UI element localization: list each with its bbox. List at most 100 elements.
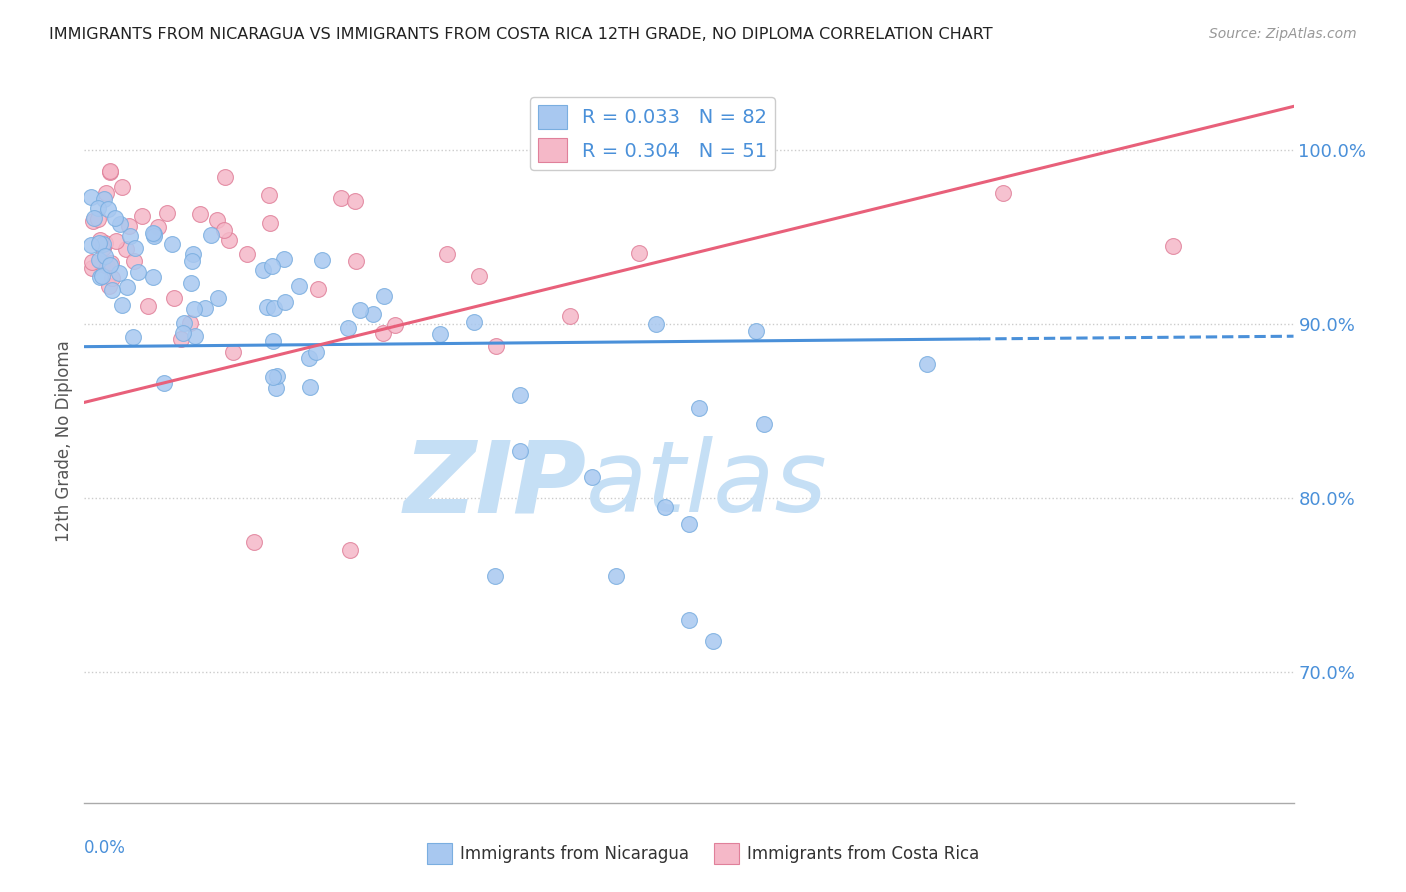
Point xyxy=(98,258,121,272)
Point xyxy=(218,233,240,247)
Point xyxy=(305,345,328,359)
Point xyxy=(111,298,134,312)
Legend: R = 0.033   N = 82, R = 0.304   N = 51: R = 0.033 N = 82, R = 0.304 N = 51 xyxy=(530,97,775,170)
Point xyxy=(153,376,176,391)
Point xyxy=(654,500,676,514)
Point xyxy=(122,253,145,268)
Point xyxy=(344,253,367,268)
Point xyxy=(89,233,111,247)
Point xyxy=(100,271,122,285)
Point xyxy=(222,345,245,359)
Point xyxy=(429,326,451,341)
Point xyxy=(124,241,146,255)
Point xyxy=(87,252,110,267)
Point xyxy=(257,188,280,202)
Point xyxy=(336,320,359,334)
Point xyxy=(287,278,309,293)
Point xyxy=(96,259,118,273)
Point xyxy=(91,269,114,284)
Point xyxy=(263,301,285,315)
Point xyxy=(993,186,1015,201)
Point xyxy=(373,326,395,340)
Point xyxy=(97,278,120,293)
Point xyxy=(89,269,111,284)
Text: IMMIGRANTS FROM NICARAGUA VS IMMIGRANTS FROM COSTA RICA 12TH GRADE, NO DIPLOMA C: IMMIGRANTS FROM NICARAGUA VS IMMIGRANTS … xyxy=(49,27,993,42)
Point xyxy=(644,317,666,331)
Point xyxy=(97,202,120,216)
Point xyxy=(183,301,205,316)
Point xyxy=(87,235,110,250)
Point xyxy=(94,186,117,200)
Point xyxy=(384,318,406,332)
Point xyxy=(141,227,163,241)
Point xyxy=(688,401,710,415)
Point xyxy=(558,309,581,323)
Point xyxy=(266,369,288,384)
Y-axis label: 12th Grade, No Diploma: 12th Grade, No Diploma xyxy=(55,341,73,542)
Point xyxy=(79,238,101,252)
Point xyxy=(298,380,321,394)
Point xyxy=(188,207,211,221)
Point xyxy=(262,370,284,384)
Point xyxy=(463,315,485,329)
Point xyxy=(485,339,508,353)
Point xyxy=(509,388,531,402)
Point xyxy=(141,270,163,285)
Point xyxy=(115,280,138,294)
Point xyxy=(79,190,101,204)
Point xyxy=(373,289,395,303)
Text: 0.0%: 0.0% xyxy=(84,838,127,857)
Point xyxy=(311,252,333,267)
Point xyxy=(93,249,115,263)
Point xyxy=(274,295,297,310)
Point xyxy=(298,351,321,365)
Point xyxy=(120,229,142,244)
Point xyxy=(259,216,281,230)
Point xyxy=(143,229,166,244)
Point xyxy=(1161,238,1184,252)
Point xyxy=(205,213,228,227)
Point xyxy=(131,210,153,224)
Point xyxy=(200,227,222,242)
Point xyxy=(127,265,149,279)
Point xyxy=(173,317,195,331)
Point xyxy=(179,316,201,330)
Point xyxy=(468,268,491,283)
Point xyxy=(170,332,193,346)
Point xyxy=(108,217,131,231)
Point xyxy=(83,211,105,226)
Point xyxy=(181,247,204,261)
Point xyxy=(104,211,127,225)
Point xyxy=(361,307,384,321)
Point xyxy=(82,261,104,276)
Point xyxy=(678,517,700,532)
Point xyxy=(915,357,938,371)
Text: atlas: atlas xyxy=(586,436,828,533)
Point xyxy=(86,201,108,215)
Point xyxy=(91,257,114,271)
Point xyxy=(702,633,724,648)
Point xyxy=(91,237,114,252)
Point xyxy=(156,205,179,219)
Point xyxy=(122,330,145,344)
Point xyxy=(212,223,235,237)
Point xyxy=(509,444,531,458)
Point xyxy=(104,234,127,248)
Point xyxy=(98,164,121,178)
Point xyxy=(118,219,141,233)
Point xyxy=(339,543,361,558)
Point xyxy=(180,254,202,268)
Point xyxy=(330,191,353,205)
Point xyxy=(136,299,159,313)
Text: Source: ZipAtlas.com: Source: ZipAtlas.com xyxy=(1209,27,1357,41)
Point xyxy=(94,235,117,250)
Point xyxy=(111,180,134,194)
Point xyxy=(142,227,165,241)
Point xyxy=(160,237,183,252)
Point xyxy=(344,194,367,208)
Point xyxy=(307,282,329,296)
Point xyxy=(214,170,236,185)
Point xyxy=(82,214,104,228)
Point xyxy=(87,212,110,227)
Point xyxy=(236,246,259,260)
